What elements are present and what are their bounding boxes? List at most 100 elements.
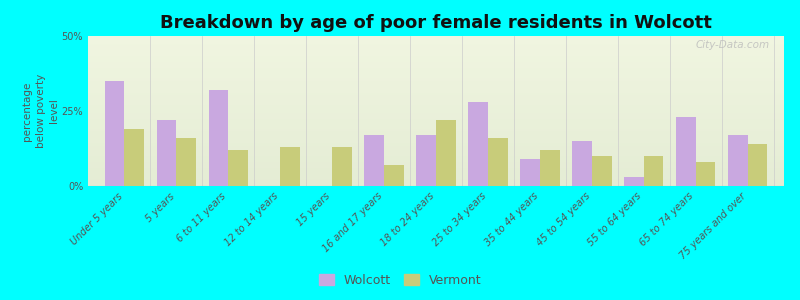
Bar [88, 51, 784, 52]
Bar [88, 168, 784, 170]
Bar [88, 132, 784, 134]
Bar [88, 69, 784, 70]
Bar [88, 162, 784, 164]
Bar [88, 183, 784, 184]
Bar [88, 110, 784, 111]
Bar [88, 57, 784, 58]
Bar [88, 88, 784, 90]
Text: City-Data.com: City-Data.com [696, 40, 770, 50]
Bar [488, 138, 508, 186]
Bar [88, 171, 784, 172]
Bar [540, 150, 560, 186]
Bar [88, 153, 784, 154]
Legend: Wolcott, Vermont: Wolcott, Vermont [315, 270, 485, 291]
Bar [88, 150, 784, 152]
Bar [384, 165, 404, 186]
Bar [88, 74, 784, 75]
Bar [88, 87, 784, 88]
Bar [88, 144, 784, 146]
Bar [88, 75, 784, 76]
Bar [520, 159, 540, 186]
Bar [88, 130, 784, 132]
Bar [88, 46, 784, 48]
Bar [88, 165, 784, 166]
Bar [88, 146, 784, 147]
Bar [88, 52, 784, 54]
Bar [88, 108, 784, 110]
Bar [88, 177, 784, 178]
Bar [88, 116, 784, 117]
Bar [88, 81, 784, 82]
Bar [88, 160, 784, 162]
Bar [88, 174, 784, 176]
Bar [416, 135, 436, 186]
Bar [88, 93, 784, 94]
Bar [88, 42, 784, 44]
Bar [88, 56, 784, 57]
Bar [88, 48, 784, 50]
Bar [88, 92, 784, 93]
Bar [88, 128, 784, 129]
Bar [88, 105, 784, 106]
Bar [88, 138, 784, 140]
Bar [728, 135, 748, 186]
Bar [88, 111, 784, 112]
Bar [88, 172, 784, 174]
Bar [88, 70, 784, 72]
Bar [88, 158, 784, 159]
Bar [88, 60, 784, 61]
Bar [157, 120, 176, 186]
Bar [88, 140, 784, 141]
Bar [209, 90, 228, 186]
Bar [228, 150, 248, 186]
Bar [88, 58, 784, 60]
Bar [88, 94, 784, 96]
Bar [280, 147, 300, 186]
Bar [88, 44, 784, 45]
Bar [88, 84, 784, 86]
Bar [88, 136, 784, 138]
Bar [88, 114, 784, 116]
Bar [88, 134, 784, 135]
Bar [88, 100, 784, 102]
Bar [88, 40, 784, 42]
Bar [332, 147, 352, 186]
Bar [88, 85, 784, 87]
Bar [88, 148, 784, 150]
Bar [88, 54, 784, 56]
Bar [105, 81, 124, 186]
Bar [88, 182, 784, 183]
Bar [88, 76, 784, 78]
Bar [88, 154, 784, 156]
Bar [748, 144, 767, 186]
Bar [88, 159, 784, 160]
Bar [88, 129, 784, 130]
Bar [592, 156, 611, 186]
Bar [176, 138, 196, 186]
Bar [88, 117, 784, 118]
Bar [624, 177, 644, 186]
Bar [88, 39, 784, 40]
Bar [88, 78, 784, 80]
Bar [88, 72, 784, 74]
Bar [364, 135, 384, 186]
Bar [88, 96, 784, 98]
Bar [88, 82, 784, 84]
Bar [88, 122, 784, 123]
Bar [88, 124, 784, 126]
Bar [88, 68, 784, 69]
Bar [436, 120, 456, 186]
Bar [88, 169, 784, 171]
Bar [88, 167, 784, 168]
Bar [88, 90, 784, 92]
Bar [88, 80, 784, 81]
Bar [88, 120, 784, 122]
Bar [88, 156, 784, 158]
Bar [676, 117, 696, 186]
Title: Breakdown by age of poor female residents in Wolcott: Breakdown by age of poor female resident… [160, 14, 712, 32]
Bar [88, 142, 784, 144]
Bar [88, 176, 784, 177]
Bar [88, 147, 784, 148]
Bar [88, 135, 784, 136]
Bar [468, 102, 488, 186]
